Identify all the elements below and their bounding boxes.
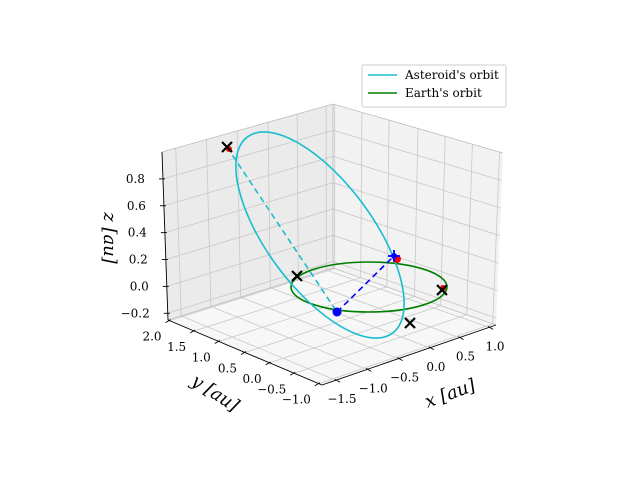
legend: Asteroid's orbit Earth's orbit — [361, 64, 507, 108]
z-tick-label: 0.4 — [128, 226, 147, 240]
blue-point — [332, 307, 342, 317]
y-tick-label: 2.0 — [142, 330, 161, 344]
z-tick-label: 0.0 — [130, 279, 149, 293]
asteroid-apsides-line — [226, 146, 338, 313]
legend-label-earth: Earth's orbit — [405, 86, 482, 100]
node-line — [336, 255, 395, 313]
x-tick-label: 0.0 — [426, 360, 445, 374]
y-tick-mark — [265, 361, 271, 366]
pane-right — [333, 104, 503, 325]
cross-marker — [291, 270, 303, 282]
x-tick-label: −1.5 — [327, 392, 356, 406]
x-tick-mark — [397, 357, 403, 361]
blue-plus-marker — [388, 250, 400, 262]
z-axis-line — [161, 151, 169, 321]
x-tick-mark — [487, 326, 494, 330]
x-tick-label: 1.0 — [485, 339, 504, 353]
z-tick-label: −0.2 — [121, 306, 150, 320]
y-tick-mark — [314, 382, 321, 387]
pane-edges — [161, 103, 504, 326]
tick-labels: 0.80.60.40.20.0−0.22.01.51.00.50.0−0.5−1… — [121, 172, 505, 407]
z-tick-label: 0.6 — [127, 199, 146, 213]
y-tick-mark — [240, 351, 247, 355]
y-tick-label: 1.5 — [167, 340, 186, 354]
x-tick-mark — [428, 346, 435, 351]
y-axis-label: y [au] — [187, 370, 244, 417]
tick-marks — [158, 178, 494, 387]
x-tick-label: −0.5 — [390, 371, 419, 385]
y-tick-label: −0.5 — [257, 382, 286, 396]
cross-marker — [436, 284, 448, 296]
y-tick-label: 0.0 — [243, 372, 262, 386]
x-tick-mark — [334, 378, 341, 383]
x-axis-label: x [au] — [422, 375, 479, 413]
x-tick-label: −1.0 — [359, 381, 388, 395]
y-tick-mark — [214, 340, 221, 344]
x-tick-mark — [366, 368, 372, 372]
y-tick-mark — [290, 371, 296, 376]
earth-orbit — [290, 261, 448, 313]
y-tick-label: 0.5 — [218, 362, 237, 376]
z-axis-label: z [au] — [99, 211, 120, 265]
cross-marker — [221, 141, 233, 153]
y-tick-label: −1.0 — [282, 393, 311, 407]
y-tick-mark — [189, 329, 196, 334]
x-axis-line — [321, 324, 497, 386]
cross-markers — [221, 141, 448, 329]
y-tick-mark — [165, 319, 171, 324]
z-tick-label: 0.8 — [126, 172, 145, 186]
legend-box — [361, 64, 507, 108]
x-tick-label: 0.5 — [456, 350, 475, 364]
z-tick-label: 0.2 — [129, 253, 148, 267]
x-tick-mark — [458, 336, 464, 340]
legend-label-asteroid: Asteroid's orbit — [404, 68, 499, 82]
pane-floor — [168, 268, 496, 385]
y-tick-label: 1.0 — [192, 350, 211, 364]
pane-left — [162, 104, 333, 320]
cross-marker — [404, 317, 416, 329]
asteroid-orbit — [235, 131, 405, 339]
